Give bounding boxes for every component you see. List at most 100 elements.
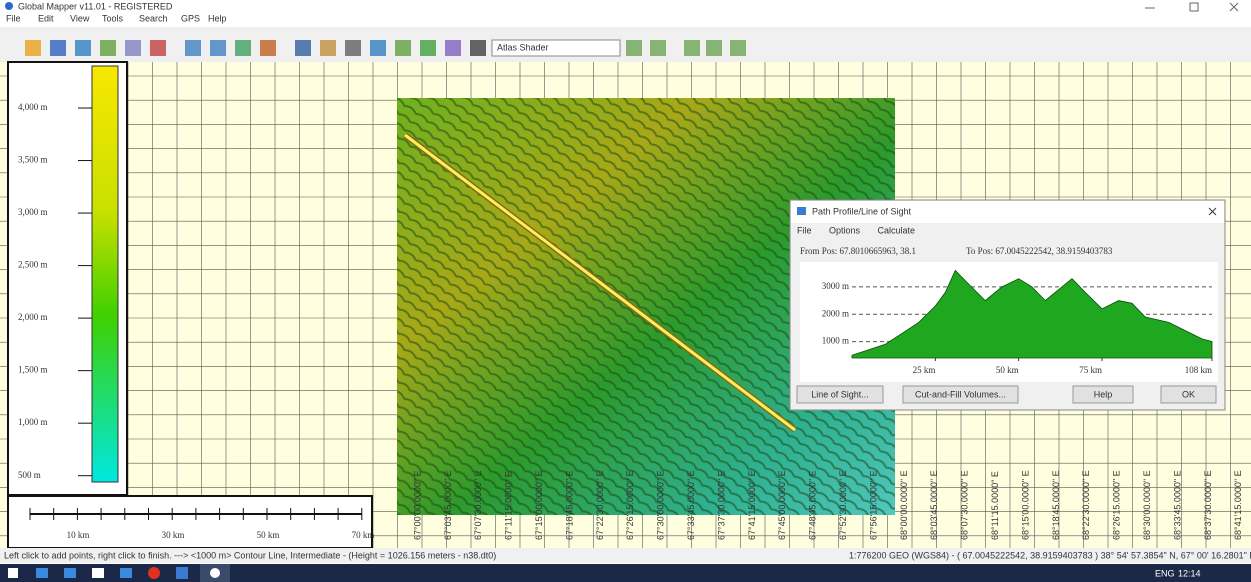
menu-item[interactable]: Search: [139, 13, 168, 23]
grid-label: 67°52'30.0000" E: [838, 470, 848, 540]
to-pos: To Pos: 67.0045222542, 38.9159403783: [966, 246, 1113, 256]
tool-button[interactable]: [150, 40, 166, 56]
tool-button[interactable]: [125, 40, 141, 56]
grid-label: 67°18'45.0000" E: [564, 470, 574, 540]
color-bar: [92, 66, 118, 482]
menu-item[interactable]: GPS: [181, 13, 200, 23]
x-tick-label: 25 km: [913, 365, 936, 375]
grid-label: 67°56'15.0000" E: [868, 470, 878, 540]
grid-label: 68°41'15.0000" E: [1233, 470, 1243, 540]
scale-label: 50 km: [257, 530, 280, 540]
menu-bar: File Edit View Tools Search GPS Help: [6, 13, 227, 23]
legend-label: 2,500 m: [18, 260, 48, 270]
taskbar-time: 12:14: [1178, 568, 1201, 578]
tool-button[interactable]: [470, 40, 486, 56]
grid-label: 67°07'30.0000" E: [473, 470, 483, 540]
x-tick-label: 75 km: [1079, 365, 1102, 375]
tool-button[interactable]: [345, 40, 361, 56]
grid-label: 67°03'45.0000" E: [443, 470, 453, 540]
grid-label: 67°33'45.0000" E: [686, 470, 696, 540]
tool-button[interactable]: [626, 40, 642, 56]
tool-button[interactable]: [445, 40, 461, 56]
scale-label: 70 km: [352, 530, 375, 540]
y-tick-label: 1000 m: [822, 336, 849, 346]
menu-item[interactable]: Tools: [102, 13, 124, 23]
grid-label: 68°37'30.0000" E: [1203, 470, 1213, 540]
grid-label: 68°18'45.0000" E: [1051, 470, 1061, 540]
tool-button[interactable]: [100, 40, 116, 56]
y-tick-label: 2000 m: [822, 308, 849, 318]
tool-button[interactable]: [295, 40, 311, 56]
taskbar-language: ENG: [1155, 568, 1175, 578]
legend-label: 1,500 m: [18, 365, 48, 375]
scale-label: 10 km: [67, 530, 90, 540]
legend-label: 3,500 m: [18, 155, 48, 165]
tool-button[interactable]: [706, 40, 722, 56]
grid-label: 67°45'00.0000" E: [777, 470, 787, 540]
menu-item[interactable]: View: [70, 13, 90, 23]
from-pos: From Pos: 67.8010665963, 38.1: [800, 246, 916, 256]
dialog-menu-item[interactable]: Options: [829, 225, 861, 235]
shader-name: Atlas Shader: [497, 42, 549, 52]
x-tick-label: 50 km: [996, 365, 1019, 375]
dialog-title: Path Profile/Line of Sight: [812, 206, 912, 216]
scale-bar-panel: [8, 496, 372, 548]
app-icon: [5, 2, 13, 10]
grid-label: 68°03'45.0000" E: [929, 470, 939, 540]
tool-button[interactable]: [210, 40, 226, 56]
grid-label: 68°15'00.0000" E: [1020, 470, 1030, 540]
button-label: OK: [1182, 389, 1195, 399]
menu-item[interactable]: File: [6, 13, 21, 23]
grid-label: 67°15'00.0000" E: [534, 470, 544, 540]
scale-label: 30 km: [162, 530, 185, 540]
toolbar-icons: [25, 40, 746, 56]
button-label: Line of Sight...: [811, 389, 869, 399]
grid-label: 67°30'00.0000" E: [656, 470, 666, 540]
grid-label: 67°11'15.0000" E: [504, 471, 514, 540]
tool-button[interactable]: [420, 40, 436, 56]
grid-label: 67°00'00.0000" E: [412, 470, 422, 540]
legend-label: 500 m: [18, 470, 41, 480]
grid-label: 68°00'00.0000" E: [899, 470, 909, 540]
tool-button[interactable]: [730, 40, 746, 56]
profile-dialog: Path Profile/Line of Sight File Options Ca…: [790, 200, 1225, 410]
grid-label: 67°22'30.0000" E: [595, 470, 605, 540]
window-title: Global Mapper v11.01 - REGISTERED: [18, 1, 173, 11]
grid-label: 68°07'30.0000" E: [960, 470, 970, 540]
button-label: Cut-and-Fill Volumes...: [915, 389, 1006, 399]
grid-label: 68°22'30.0000" E: [1081, 470, 1091, 540]
screen: Global Mapper v11.01 - REGISTERED File Ed…: [0, 0, 1251, 582]
menu-item[interactable]: Edit: [38, 13, 54, 23]
tool-button[interactable]: [260, 40, 276, 56]
legend-label: 3,000 m: [18, 207, 48, 217]
legend-label: 2,000 m: [18, 312, 48, 322]
grid-label: 68°33'45.0000" E: [1172, 470, 1182, 540]
dialog-menu-item[interactable]: File: [797, 225, 812, 235]
legend-label: 4,000 m: [18, 102, 48, 112]
legend-label: 1,000 m: [18, 417, 48, 427]
grid-label: 68°11'15.0000" E: [990, 471, 1000, 540]
tool-button[interactable]: [235, 40, 251, 56]
status-left: Left click to add points, right click to…: [4, 550, 496, 560]
grid-label: 68°26'15.0000" E: [1112, 470, 1122, 540]
dialog-menu-item[interactable]: Calculate: [878, 225, 916, 235]
grid-label: 67°37'30.0000" E: [716, 470, 726, 540]
tool-button[interactable]: [75, 40, 91, 56]
status-right: 1:776200 GEO (WGS84) - ( 67.0045222542, …: [849, 550, 1251, 560]
tool-button[interactable]: [684, 40, 700, 56]
tool-button[interactable]: [370, 40, 386, 56]
grid-label: 67°26'15.0000" E: [625, 470, 635, 540]
y-tick-label: 3000 m: [822, 281, 849, 291]
button-label: Help: [1094, 389, 1113, 399]
menu-item[interactable]: Help: [208, 13, 227, 23]
tool-button[interactable]: [320, 40, 336, 56]
grid-label: 67°48'45.0000" E: [808, 470, 818, 540]
tool-button[interactable]: [185, 40, 201, 56]
tool-button[interactable]: [650, 40, 666, 56]
grid-label: 67°41'15.0000" E: [747, 470, 757, 540]
tool-button[interactable]: [50, 40, 66, 56]
tool-button[interactable]: [25, 40, 41, 56]
grid-label: 68°30'00.0000" E: [1142, 470, 1152, 540]
x-tick-label: 108 km: [1185, 365, 1212, 375]
tool-button[interactable]: [395, 40, 411, 56]
